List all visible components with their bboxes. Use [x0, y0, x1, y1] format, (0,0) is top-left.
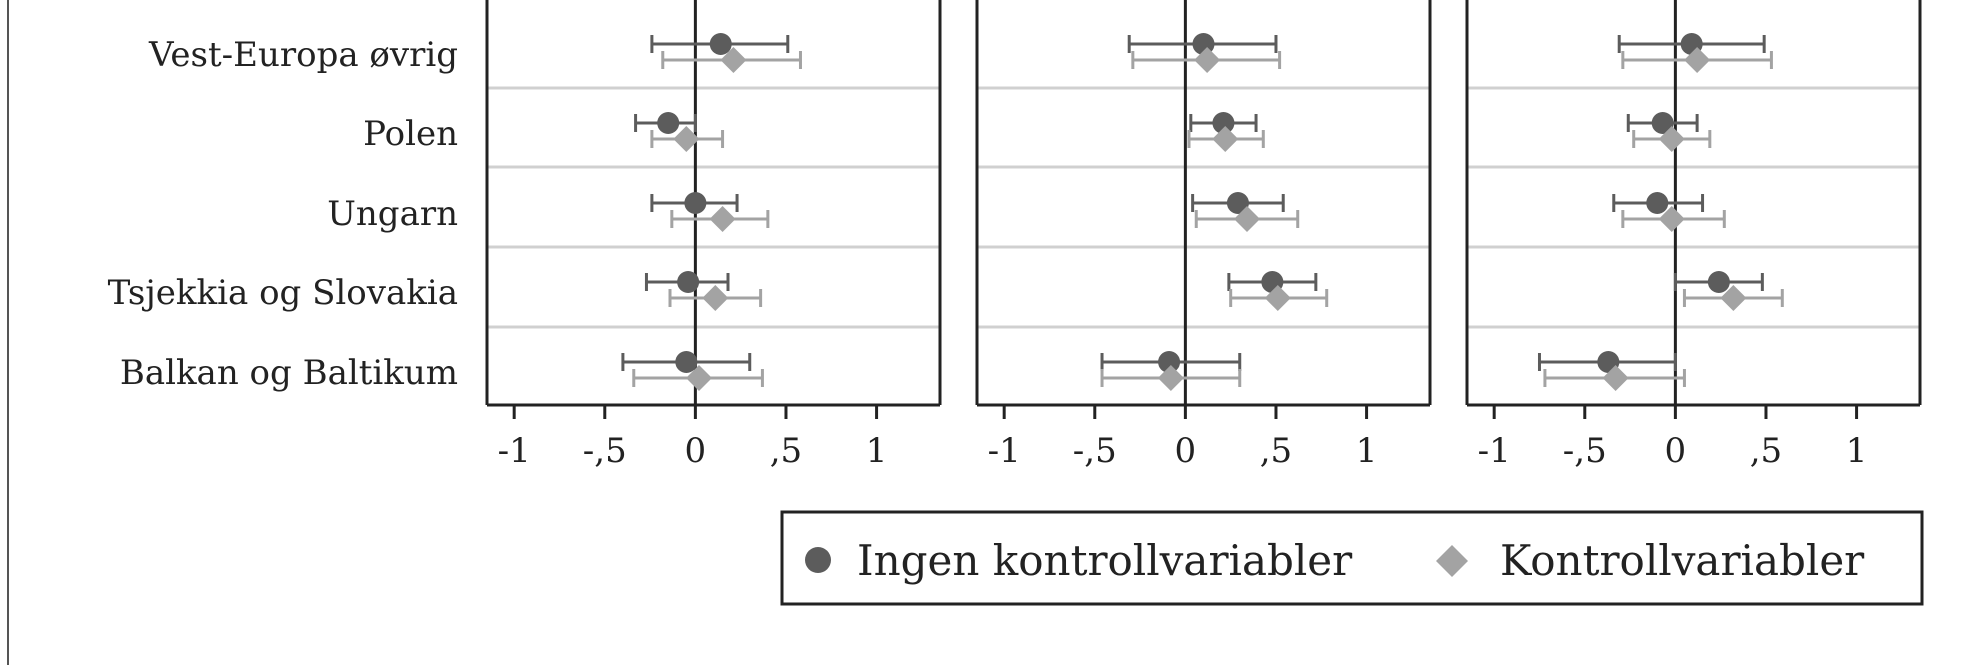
- estimate-point-circle: [684, 192, 707, 214]
- estimate-point-circle: [1646, 192, 1669, 214]
- estimate-point-diamond: [1212, 126, 1239, 152]
- estimate-point-circle: [1158, 351, 1181, 373]
- estimate-point-diamond: [720, 47, 747, 73]
- legend-box: [780, 510, 1924, 606]
- estimate-point-diamond: [702, 285, 729, 311]
- estimate-point-circle: [1226, 192, 1249, 214]
- legend-diamond-marker: [1436, 545, 1468, 577]
- estimate-point-circle: [1212, 112, 1235, 134]
- x-tick-label: 1: [1356, 431, 1378, 471]
- x-tick-label: -1: [1478, 431, 1511, 471]
- legend-circle-marker: [805, 547, 831, 573]
- category-label: Ungarn: [327, 194, 458, 234]
- estimate-point-circle: [709, 33, 732, 55]
- panel: -1 -,5 0 ,5 1: [485, 0, 942, 471]
- x-tick-label: 0: [1175, 431, 1197, 471]
- estimate-point-diamond: [1157, 365, 1184, 391]
- x-tick-label: 0: [685, 431, 707, 471]
- estimate-point-diamond: [1233, 206, 1260, 232]
- panel: -1 -,5 0 ,5 1: [1465, 0, 1922, 471]
- estimate-point-circle: [677, 271, 700, 293]
- estimate-point-diamond: [673, 126, 700, 152]
- estimate-point-diamond: [1658, 126, 1685, 152]
- x-tick-label: ,5: [770, 431, 802, 471]
- x-tick-label: -1: [988, 431, 1021, 471]
- x-tick-label: ,5: [1750, 431, 1782, 471]
- legend: Ingen kontrollvariabler Kontrollvariable…: [780, 510, 1924, 606]
- category-label: Vest-Europa øvrig: [148, 35, 458, 75]
- category-label: Polen: [363, 114, 458, 154]
- x-tick-label: -,5: [1073, 431, 1117, 471]
- estimate-point-diamond: [1720, 285, 1747, 311]
- x-tick-label: -1: [498, 431, 531, 471]
- estimate-point-diamond: [686, 365, 713, 391]
- estimate-point-diamond: [1602, 365, 1629, 391]
- estimate-point-circle: [675, 351, 698, 373]
- estimate-point-diamond: [709, 206, 736, 232]
- estimate-point-diamond: [1264, 285, 1291, 311]
- estimate-point-circle: [1707, 271, 1730, 293]
- estimate-point-diamond: [1658, 206, 1685, 232]
- category-label: Balkan og Baltikum: [120, 353, 458, 393]
- estimate-point-circle: [1651, 112, 1674, 134]
- estimate-point-circle: [657, 112, 680, 134]
- legend-label-kontroll: Kontrollvariabler: [1500, 536, 1865, 585]
- x-tick-label: 1: [1846, 431, 1868, 471]
- category-label: Tsjekkia og Slovakia: [108, 273, 458, 313]
- estimate-point-diamond: [1684, 47, 1711, 73]
- x-tick-label: 1: [866, 431, 888, 471]
- x-tick-label: -,5: [1563, 431, 1607, 471]
- chart-panels: -1 -,5 0 ,5 1 -1 -,5 0 ,5 1 -1 -,5 0 ,5 1: [485, 0, 1922, 471]
- legend-label-ingen: Ingen kontrollvariabler: [857, 536, 1353, 585]
- category-labels: Vest-Europa øvrig Polen Ungarn Tsjekkia og …: [108, 35, 458, 393]
- x-tick-label: -,5: [583, 431, 627, 471]
- estimate-point-diamond: [1194, 47, 1221, 73]
- panel: -1 -,5 0 ,5 1: [975, 0, 1432, 471]
- x-tick-label: ,5: [1260, 431, 1292, 471]
- x-tick-label: 0: [1665, 431, 1687, 471]
